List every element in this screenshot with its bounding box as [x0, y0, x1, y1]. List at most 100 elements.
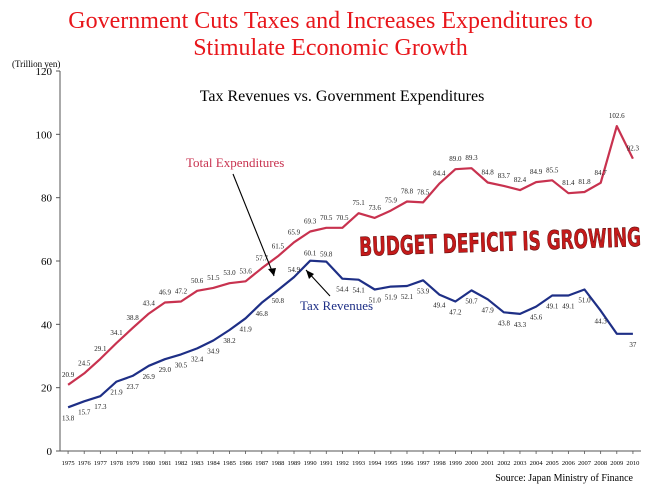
x-tick-label: 1998	[433, 460, 446, 467]
x-tick-label: 1995	[384, 460, 397, 467]
x-tick-label: 2006	[562, 460, 576, 467]
series-legend-labels: Total Expenditures Tax Revenues	[186, 155, 373, 313]
data-label: 30.5	[175, 361, 188, 369]
data-label: 50.7	[465, 297, 478, 305]
x-tick-label: 1990	[304, 460, 317, 467]
x-tick-label: 2000	[465, 460, 478, 467]
data-label: 45.6	[530, 314, 543, 322]
x-tick-label: 2002	[497, 460, 510, 467]
data-label: 54.4	[336, 286, 349, 294]
y-tick-label: 40	[41, 319, 53, 331]
data-label: 51.0	[369, 297, 382, 305]
data-label: 89.3	[465, 154, 478, 162]
x-tick-label: 2008	[594, 460, 607, 467]
headline-line-2: Stimulate Economic Growth	[193, 35, 468, 61]
y-tick-label: 120	[36, 66, 53, 78]
data-label: 75.1	[352, 199, 365, 207]
point-labels: 20.924.529.134.138.843.446.9 47.250.6 51.5…	[62, 112, 640, 422]
y-tick-label: 60	[41, 256, 53, 268]
legend-total-expenditures: Total Expenditures	[186, 155, 284, 170]
data-label: 78.5	[417, 188, 430, 196]
data-label: 46.8	[256, 310, 269, 318]
data-label: 69.3	[304, 218, 317, 226]
x-tick-label: 1985	[223, 460, 236, 467]
data-label: 51.5	[207, 274, 220, 282]
series-lines	[67, 124, 634, 409]
data-label: 34.1	[110, 329, 123, 337]
x-tick-label: 2009	[610, 460, 623, 467]
data-label: 84.9	[530, 168, 543, 176]
data-label: 50.6	[191, 277, 204, 285]
data-label: 61.5	[272, 242, 285, 250]
y-tick-label: 100	[36, 129, 53, 141]
data-label: 52.1	[401, 293, 414, 301]
x-tick-label: 1989	[288, 460, 301, 467]
data-label: 65.9	[288, 228, 301, 236]
data-label: 78.8	[401, 187, 414, 195]
data-label: 34.9	[207, 347, 220, 355]
x-tick-label: 1996	[400, 460, 414, 467]
legend-arrowhead-expenditures	[268, 268, 276, 276]
x-tick-label: 1986	[239, 460, 253, 467]
legend-arrow-expenditures	[232, 173, 275, 277]
data-label: 41.9	[239, 325, 252, 333]
x-tick-label: 2010	[626, 460, 639, 467]
data-label: 13.8	[62, 414, 75, 422]
x-tick-label: 1987	[255, 460, 269, 467]
data-label: 54.9	[288, 266, 301, 274]
x-tick-label: 1993	[352, 460, 365, 467]
legend-tax-revenues: Tax Revenues	[300, 298, 373, 313]
data-label: 32.4	[191, 355, 204, 363]
data-label: 81.8	[578, 178, 591, 186]
data-label: 75.9	[385, 197, 398, 205]
data-label: 49.1	[562, 303, 575, 311]
expenditures-line	[67, 124, 634, 386]
x-tick-label: 1991	[320, 460, 333, 467]
x-tick-label: 2001	[481, 460, 494, 467]
data-label: 70.5	[320, 214, 333, 222]
x-tick-label: 1975	[62, 460, 75, 467]
data-label: 43.3	[514, 321, 527, 329]
x-tick-label: 1978	[110, 460, 123, 467]
x-tick-label: 2007	[578, 460, 592, 467]
data-label: 84.4	[433, 170, 446, 178]
y-tick-label: 0	[47, 446, 53, 458]
data-label: 85.5	[546, 166, 559, 174]
data-label: 29.0	[159, 366, 172, 374]
x-tick-label: 1999	[449, 460, 462, 467]
data-label: 59.8	[320, 251, 333, 259]
source-note: Source: Japan Ministry of Finance	[495, 473, 633, 484]
revenues-line	[67, 259, 633, 409]
x-tick-label: 1994	[368, 460, 382, 467]
x-tick-label: 1976	[78, 460, 92, 467]
x-tick-label: 1997	[417, 460, 431, 467]
data-label: 84.7	[595, 169, 608, 177]
data-label: 54.1	[352, 287, 365, 295]
x-tick-label: 1992	[336, 460, 349, 467]
data-label: 83.7	[498, 172, 511, 180]
headline-line-1: Government Cuts Taxes and Increases Expe…	[68, 8, 593, 34]
budget-deficit-stamp: BUDGET DEFICIT IS GROWING	[358, 223, 641, 263]
x-tick-label: 1984	[207, 460, 221, 467]
data-label: 17.3	[94, 403, 107, 411]
data-label: 46.9	[159, 288, 172, 296]
data-label: 26.9	[143, 373, 156, 381]
x-tick-label: 2003	[513, 460, 526, 467]
data-label: 53.0	[223, 269, 236, 277]
data-label: 81.4	[562, 179, 575, 187]
chart-title: Tax Revenues vs. Government Expenditures	[200, 88, 485, 105]
x-tick-label: 1979	[126, 460, 139, 467]
data-label: 38.8	[127, 314, 140, 322]
data-label: 21.9	[110, 389, 123, 397]
data-label: 92.3	[627, 145, 640, 153]
x-tick-label: 1980	[142, 460, 155, 467]
x-tick-label: 1988	[271, 460, 284, 467]
x-tick-label: 1981	[158, 460, 171, 467]
x-tick-label: 1983	[191, 460, 204, 467]
data-label: 47.2	[175, 288, 188, 296]
data-label: 49.1	[546, 303, 559, 311]
data-label: 20.9	[62, 371, 75, 379]
data-label: 70.5	[336, 214, 349, 222]
data-label: 53.9	[417, 287, 430, 295]
